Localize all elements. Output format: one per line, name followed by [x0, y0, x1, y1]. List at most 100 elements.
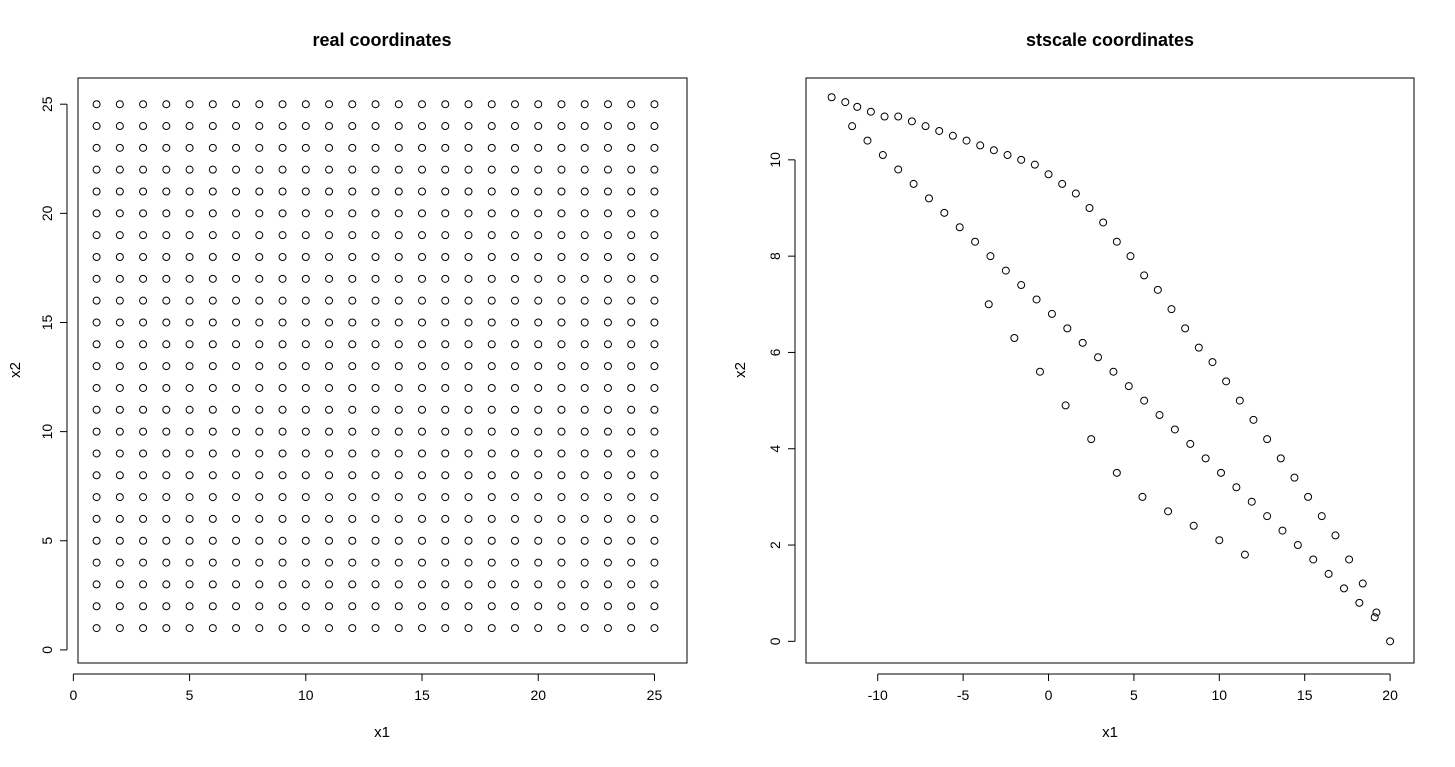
- data-point: [627, 624, 636, 633]
- data-point: [92, 209, 101, 218]
- data-point: [162, 100, 171, 109]
- data-point: [301, 405, 310, 414]
- data-point: [418, 296, 427, 305]
- data-point: [115, 252, 124, 261]
- data-point: [510, 122, 519, 131]
- data-point: [603, 449, 612, 458]
- data-point: [866, 107, 875, 116]
- data-point: [510, 602, 519, 611]
- data-point: [627, 296, 636, 305]
- data-point: [278, 471, 287, 480]
- data-point: [371, 362, 380, 371]
- x-tick-label: 10: [1212, 687, 1228, 703]
- data-point: [955, 223, 964, 232]
- x-tick-label: 5: [1130, 687, 1138, 703]
- data-point: [650, 100, 659, 109]
- data-point: [976, 141, 985, 150]
- data-point: [185, 624, 194, 633]
- data-point: [650, 624, 659, 633]
- data-point: [1078, 338, 1087, 347]
- data-point: [418, 558, 427, 567]
- data-point: [418, 493, 427, 502]
- data-point: [1124, 382, 1133, 391]
- data-point: [487, 231, 496, 240]
- data-point: [650, 383, 659, 392]
- data-point: [1339, 584, 1348, 593]
- data-point: [115, 514, 124, 523]
- data-point: [534, 624, 543, 633]
- data-point: [557, 165, 566, 174]
- data-point: [627, 318, 636, 327]
- data-point: [1071, 189, 1080, 198]
- data-point: [534, 383, 543, 392]
- data-point: [185, 449, 194, 458]
- data-point: [162, 231, 171, 240]
- data-point: [255, 209, 264, 218]
- data-point: [208, 624, 217, 633]
- data-point: [139, 558, 148, 567]
- data-point: [534, 493, 543, 502]
- data-point: [603, 143, 612, 152]
- data-point: [557, 383, 566, 392]
- data-point: [371, 449, 380, 458]
- data-point: [255, 383, 264, 392]
- data-point: [418, 143, 427, 152]
- data-point: [1010, 334, 1019, 342]
- data-point: [557, 209, 566, 218]
- data-point: [1263, 512, 1272, 521]
- data-point: [208, 122, 217, 131]
- data-point: [557, 493, 566, 502]
- data-point: [232, 122, 241, 131]
- data-point: [92, 318, 101, 327]
- data-point: [255, 165, 264, 174]
- data-point: [510, 427, 519, 436]
- data-point: [487, 602, 496, 611]
- data-point: [208, 209, 217, 218]
- data-point: [208, 362, 217, 371]
- data-point: [232, 405, 241, 414]
- data-point: [510, 231, 519, 240]
- data-point: [185, 143, 194, 152]
- data-point: [278, 514, 287, 523]
- data-point: [940, 208, 949, 217]
- data-point: [580, 449, 589, 458]
- data-point: [418, 318, 427, 327]
- data-point: [441, 558, 450, 567]
- data-point: [371, 536, 380, 545]
- data-point: [627, 100, 636, 109]
- data-point: [208, 602, 217, 611]
- data-point: [1112, 237, 1121, 246]
- data-point: [580, 362, 589, 371]
- data-point: [534, 252, 543, 261]
- data-point: [208, 296, 217, 305]
- data-point: [1058, 179, 1067, 188]
- data-point: [487, 536, 496, 545]
- data-point: [418, 362, 427, 371]
- x-tick-label: -5: [957, 687, 970, 703]
- data-point: [627, 514, 636, 523]
- data-point: [185, 383, 194, 392]
- data-point: [603, 340, 612, 349]
- data-point: [208, 427, 217, 436]
- data-point: [255, 143, 264, 152]
- data-point: [1194, 343, 1203, 352]
- data-point: [301, 449, 310, 458]
- data-point: [1030, 160, 1039, 169]
- data-point: [1164, 507, 1173, 516]
- data-point: [557, 143, 566, 152]
- data-point: [301, 231, 310, 240]
- data-point: [115, 340, 124, 349]
- data-point: [301, 580, 310, 589]
- data-point: [371, 602, 380, 611]
- data-point: [603, 405, 612, 414]
- data-point: [510, 624, 519, 633]
- data-point: [162, 449, 171, 458]
- data-point: [487, 187, 496, 196]
- data-point: [232, 187, 241, 196]
- data-point: [418, 231, 427, 240]
- data-point: [1304, 492, 1313, 501]
- data-point: [441, 143, 450, 152]
- data-point: [115, 624, 124, 633]
- data-point: [487, 340, 496, 349]
